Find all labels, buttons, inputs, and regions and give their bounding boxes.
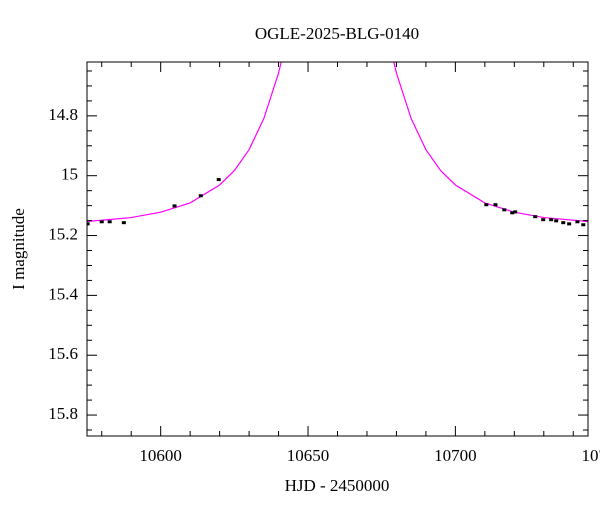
x-tick-label: 10700 — [434, 446, 477, 465]
data-point — [549, 218, 554, 222]
x-tick-label: 10750 — [581, 446, 600, 465]
data-point — [99, 220, 104, 224]
x-tick-label: 10650 — [287, 446, 330, 465]
x-tick-label: 10600 — [139, 446, 182, 465]
y-tick-label: 15.2 — [48, 224, 78, 243]
chart-title: OGLE-2025-BLG-0140 — [255, 24, 419, 43]
model-curve — [87, 62, 588, 223]
data-point — [541, 218, 546, 222]
data-point — [502, 208, 507, 212]
data-point — [561, 221, 566, 225]
data-point — [510, 211, 515, 215]
data-point — [121, 221, 126, 225]
data-point — [554, 219, 559, 223]
y-tick-label: 15.4 — [48, 284, 78, 303]
data-point — [216, 178, 221, 182]
y-tick-label: 15.6 — [48, 344, 78, 363]
data-point — [484, 203, 489, 207]
data-point — [581, 223, 586, 227]
y-axis-label: I magnitude — [9, 208, 28, 290]
plot-area — [87, 62, 588, 227]
data-point — [533, 215, 538, 219]
data-point — [198, 194, 203, 198]
y-tick-label: 15.8 — [48, 404, 78, 423]
y-tick-label: 15 — [61, 165, 78, 184]
data-point — [567, 222, 572, 226]
x-axis-label: HJD - 2450000 — [285, 476, 390, 495]
data-point — [513, 210, 518, 214]
data-point — [87, 222, 90, 226]
data-point — [107, 220, 112, 224]
plot-frame — [86, 61, 589, 437]
data-point — [493, 203, 498, 207]
y-tick-label: 14.8 — [48, 105, 78, 124]
data-point — [172, 204, 177, 208]
data-point — [575, 220, 580, 224]
